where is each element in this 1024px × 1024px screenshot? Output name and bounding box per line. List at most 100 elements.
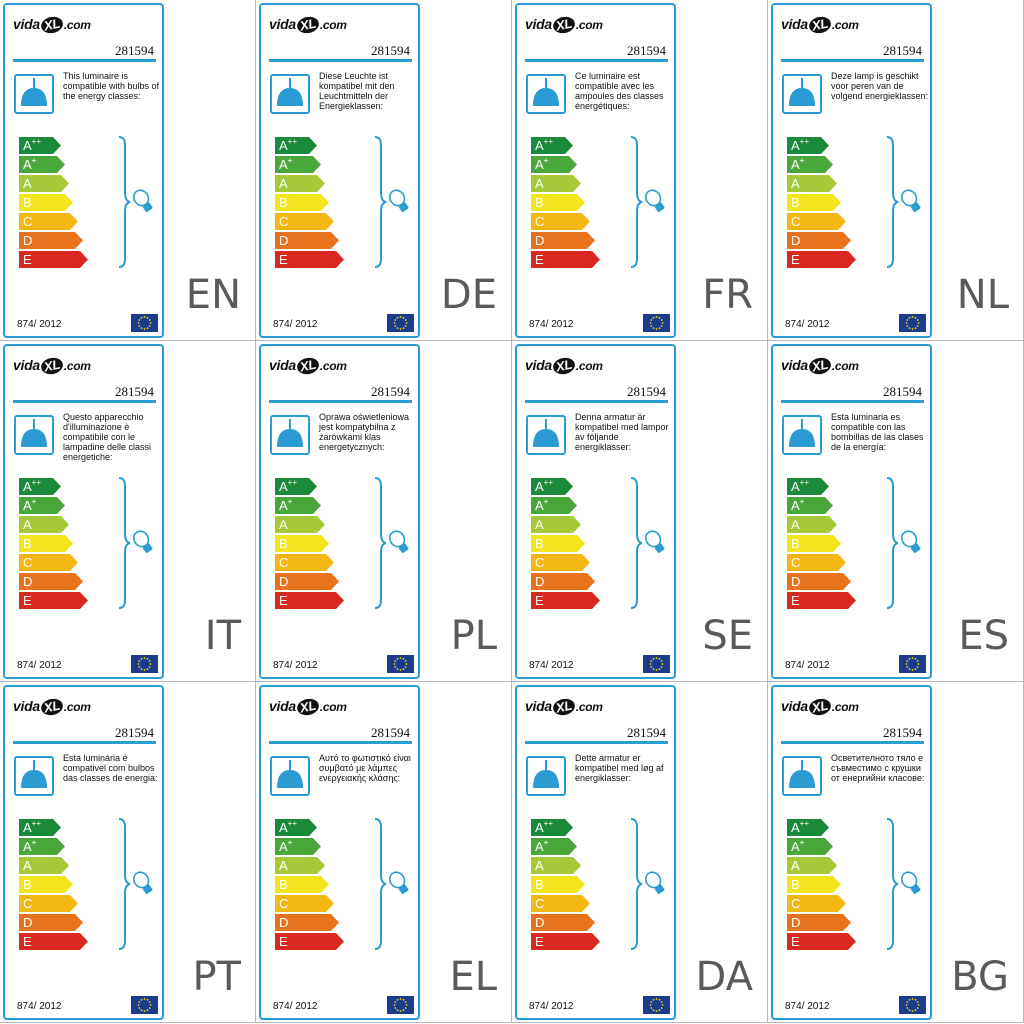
brand-mark: XL bbox=[807, 696, 833, 718]
energy-class-letter: E bbox=[23, 934, 32, 949]
brand-logo: vida XL .com bbox=[525, 355, 603, 377]
energy-class-letter: C bbox=[791, 555, 801, 570]
energy-class-bar: A+ bbox=[275, 838, 321, 855]
brand-logo: vida XL .com bbox=[269, 14, 347, 36]
language-code: DA bbox=[695, 954, 753, 1000]
brand-suffix: .com bbox=[63, 18, 91, 32]
brand-mark: XL bbox=[551, 355, 577, 377]
energy-class-bar: D bbox=[787, 232, 851, 249]
brand-mark: XL bbox=[807, 14, 833, 36]
label-cell: vida XL .com 281594 Dette armatur er kompati… bbox=[512, 682, 768, 1023]
energy-class-letter: A bbox=[23, 858, 32, 873]
code-divider bbox=[13, 741, 156, 744]
energy-class-letter: A bbox=[791, 858, 800, 873]
energy-class-letter: A+ bbox=[279, 497, 293, 513]
product-code: 281594 bbox=[883, 384, 922, 399]
compatibility-text: Oprawa oświetleniowa jest kompatybilna z… bbox=[319, 412, 410, 452]
pendant-lamp-icon bbox=[526, 756, 566, 796]
energy-label-card: vida XL .com 281594 Esta luminaria es compat… bbox=[771, 344, 932, 679]
energy-class-bar: A+ bbox=[19, 838, 65, 855]
energy-class-bar: B bbox=[275, 535, 329, 552]
light-bulb-icon bbox=[387, 188, 413, 221]
product-code: 281594 bbox=[115, 43, 154, 58]
brand-prefix: vida bbox=[13, 16, 40, 32]
brand-suffix: .com bbox=[319, 18, 347, 32]
brand-prefix: vida bbox=[269, 698, 296, 714]
product-code: 281594 bbox=[371, 43, 410, 58]
brand-logo: vida XL .com bbox=[781, 355, 859, 377]
compatibility-text: Deze lamp is geschikt voor peren van de … bbox=[831, 71, 929, 101]
energy-class-letter: C bbox=[791, 214, 801, 229]
energy-class-letter: A bbox=[535, 517, 544, 532]
energy-class-letter: B bbox=[791, 536, 800, 551]
regulation-number: 874/ 2012 bbox=[17, 660, 62, 671]
energy-class-bar: A++ bbox=[275, 137, 317, 154]
code-divider bbox=[781, 741, 924, 744]
energy-class-letter: A bbox=[791, 176, 800, 191]
bracket-icon bbox=[629, 476, 643, 615]
energy-class-bar: B bbox=[275, 876, 329, 893]
energy-class-letter: E bbox=[279, 252, 288, 267]
energy-label-card: vida XL .com 281594 Denna armatur är kompati… bbox=[515, 344, 676, 679]
energy-class-bar: B bbox=[787, 535, 841, 552]
energy-label-card: vida XL .com 281594 Осветителното тяло е съв… bbox=[771, 685, 932, 1020]
energy-class-letter: A+ bbox=[791, 156, 805, 172]
brand-suffix: .com bbox=[831, 18, 859, 32]
light-bulb-icon bbox=[643, 870, 669, 903]
compatibility-text: This luminaire is compatible with bulbs … bbox=[63, 71, 160, 101]
regulation-number: 874/ 2012 bbox=[529, 319, 574, 330]
regulation-number: 874/ 2012 bbox=[785, 1001, 830, 1012]
energy-class-letter: D bbox=[791, 915, 801, 930]
energy-class-letter: A++ bbox=[791, 819, 810, 835]
energy-class-bar: A bbox=[787, 516, 837, 533]
energy-class-bar: D bbox=[19, 232, 83, 249]
pendant-lamp-icon bbox=[270, 74, 310, 114]
light-bulb-icon bbox=[131, 870, 157, 903]
pendant-lamp-icon bbox=[14, 74, 54, 114]
brand-logo: vida XL .com bbox=[13, 355, 91, 377]
energy-class-letter: A++ bbox=[23, 819, 42, 835]
energy-class-bar: A bbox=[531, 516, 581, 533]
energy-class-letter: A bbox=[279, 858, 288, 873]
energy-class-bar: B bbox=[787, 876, 841, 893]
energy-class-bar: A++ bbox=[787, 478, 829, 495]
brand-logo: vida XL .com bbox=[13, 14, 91, 36]
energy-class-bar: A+ bbox=[531, 156, 577, 173]
energy-class-bar: A+ bbox=[787, 497, 833, 514]
label-cell: vida XL .com 281594 Esta luminária é compati… bbox=[0, 682, 256, 1023]
energy-class-letter: E bbox=[791, 934, 800, 949]
energy-class-bar: A++ bbox=[19, 478, 61, 495]
energy-class-bar: A bbox=[787, 857, 837, 874]
energy-class-letter: A++ bbox=[791, 478, 810, 494]
code-divider bbox=[13, 400, 156, 403]
energy-class-bar: C bbox=[275, 895, 334, 912]
label-cell: vida XL .com 281594 Осветителното тяло е съв… bbox=[768, 682, 1024, 1023]
brand-logo: vida XL .com bbox=[269, 696, 347, 718]
energy-class-bar: C bbox=[531, 895, 590, 912]
compatibility-text: Dette armatur er kompatibel med løg af e… bbox=[575, 753, 664, 783]
energy-class-letter: E bbox=[791, 252, 800, 267]
brand-suffix: .com bbox=[831, 359, 859, 373]
pendant-lamp-icon bbox=[270, 415, 310, 455]
brand-logo: vida XL .com bbox=[525, 696, 603, 718]
light-bulb-icon bbox=[131, 529, 157, 562]
energy-class-letter: E bbox=[23, 593, 32, 608]
energy-class-letter: B bbox=[535, 536, 544, 551]
energy-class-letter: D bbox=[791, 233, 801, 248]
code-divider bbox=[781, 400, 924, 403]
energy-class-bar: D bbox=[787, 914, 851, 931]
regulation-number: 874/ 2012 bbox=[529, 1001, 574, 1012]
energy-class-letter: D bbox=[279, 233, 289, 248]
bracket-icon bbox=[117, 476, 131, 615]
brand-mark: XL bbox=[295, 355, 321, 377]
eu-flag-icon bbox=[131, 655, 158, 673]
product-code: 281594 bbox=[883, 43, 922, 58]
brand-mark: XL bbox=[39, 355, 65, 377]
regulation-number: 874/ 2012 bbox=[17, 1001, 62, 1012]
energy-label-card: vida XL .com 281594 Esta luminária é compati… bbox=[3, 685, 164, 1020]
bracket-icon bbox=[373, 476, 387, 615]
energy-class-bar: A bbox=[19, 857, 69, 874]
energy-class-bar: C bbox=[19, 213, 78, 230]
energy-class-bar: D bbox=[787, 573, 851, 590]
label-cell: vida XL .com 281594 Deze lamp is geschikt vo… bbox=[768, 0, 1024, 341]
